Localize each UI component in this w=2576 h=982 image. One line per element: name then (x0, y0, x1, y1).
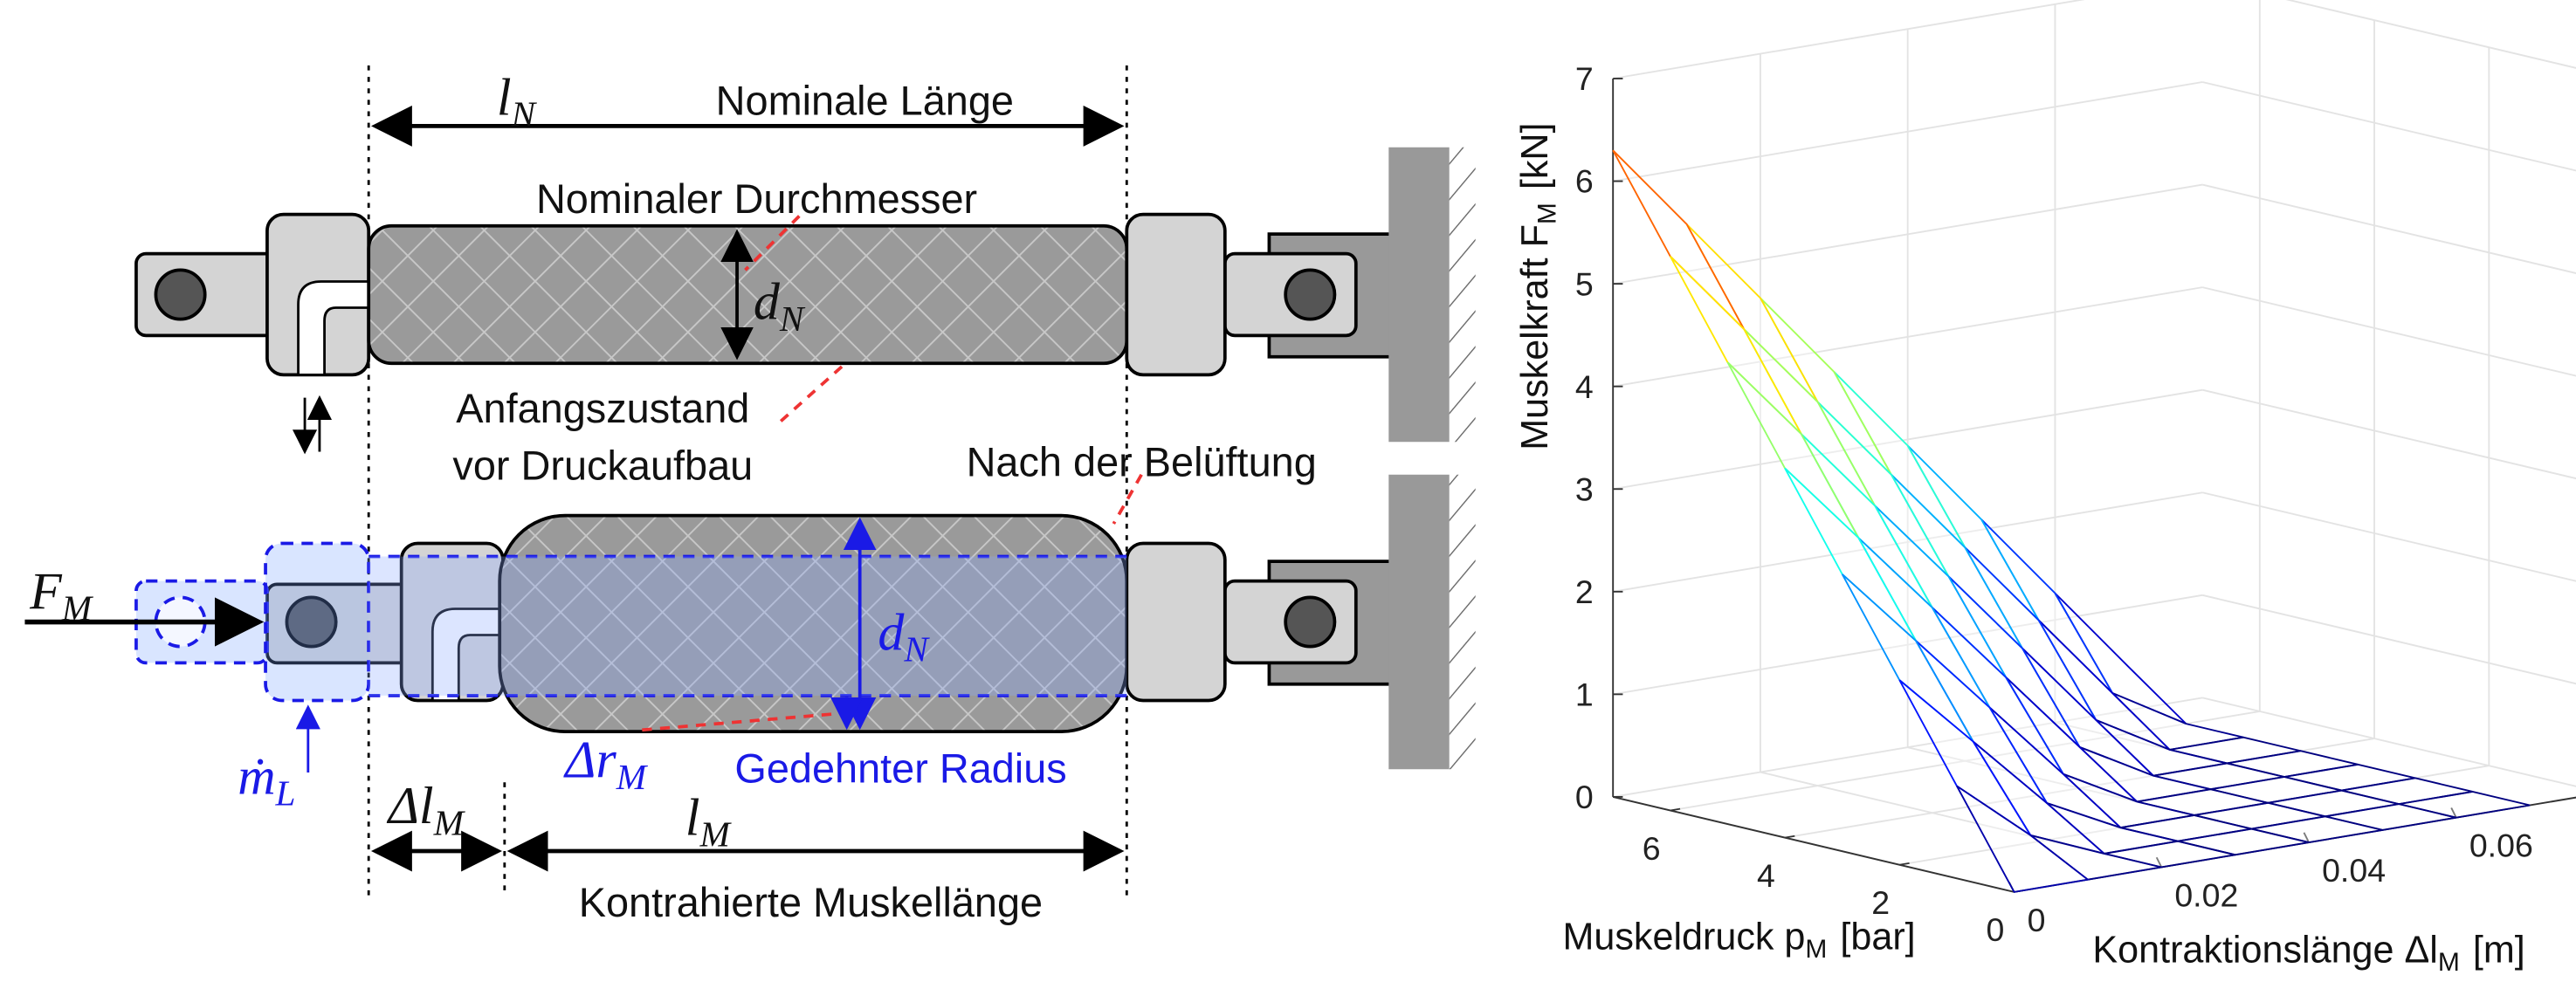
label-sub: M (1533, 203, 1562, 224)
label-unit: [m] (2473, 930, 2525, 972)
nominal-length-symbol: lN (497, 68, 538, 134)
contraction-symbol: ΔlM (387, 777, 466, 842)
symbol-main: l (497, 68, 512, 126)
symbol-main: Δr (563, 731, 616, 789)
symbol-sub: N (779, 299, 806, 339)
after-venting-label: Nach der Belüftung (967, 440, 1317, 485)
label-text: Muskeldruck p (1562, 917, 1805, 958)
z-tick-label: 1 (1575, 676, 1594, 713)
symbol-sub: M (616, 757, 649, 797)
label-text: Kontraktionslänge Δl (2092, 930, 2437, 972)
grid-line (2202, 185, 2576, 280)
x-tick-label: 0.04 (2322, 852, 2386, 889)
y-tick-label: 0 (1986, 911, 2004, 948)
z-tick-label: 0 (1575, 779, 1594, 815)
symbol-sub: M (699, 814, 732, 854)
z-tick-label: 3 (1575, 470, 1594, 507)
nominal-length-label: Nominale Länge (716, 78, 1014, 123)
nominal-diameter-label: Nominaler Durchmesser (536, 176, 977, 222)
x-axis-label: Kontraktionslänge ΔlM [m] (2092, 930, 2524, 977)
symbol-main: F (29, 563, 63, 621)
y-tick-label: 4 (1757, 857, 1775, 894)
symbol-sub: N (511, 93, 538, 134)
z-tick-label: 4 (1575, 368, 1594, 405)
contracted-length-label: Kontrahierte Muskellänge (579, 880, 1043, 925)
grid-line (2202, 390, 2576, 485)
grid-line (2202, 595, 2576, 690)
grid-line (2202, 287, 2576, 382)
grid-line (2202, 0, 2576, 74)
x-tick-label: 0.02 (2174, 876, 2238, 913)
y-axis-label: Muskeldruck pM [bar] (1562, 917, 1915, 964)
mesh (1613, 150, 2530, 892)
label-text: Muskelkraft F (1514, 224, 1556, 450)
symbol-main: d (754, 273, 781, 331)
muscle-diagram: lN Nominale Länge Nominaler Durchmesser … (24, 65, 1475, 925)
mass-flow-symbol: ṁL (238, 747, 295, 813)
grid-line (2202, 492, 2576, 587)
symbol-sub: M (433, 802, 466, 842)
figure: lN Nominale Länge Nominaler Durchmesser … (0, 0, 2576, 982)
y-axis (1613, 797, 2014, 892)
z-tick-label: 2 (1575, 573, 1594, 610)
z-tick-label: 6 (1575, 163, 1594, 200)
label-sub: M (1805, 935, 1827, 964)
symbol-main: Δl (387, 777, 434, 834)
label-sub: M (2438, 948, 2460, 977)
x-tick-label: 0 (2028, 902, 2046, 938)
surface-chart: Muskelkraft FM[kN] Muskeldruck pM[bar] K… (1514, 0, 2576, 977)
symbol-sub: M (61, 588, 94, 628)
y-tick-label: 6 (1643, 830, 1661, 867)
z-tick-label: 7 (1575, 60, 1594, 97)
page: {"diagram":{ "nominal_length":{"symbol":… (0, 0, 2576, 982)
symbol-main: ṁ (238, 747, 275, 805)
contracted-length-symbol: lM (685, 788, 733, 854)
z-tick-label: 5 (1575, 265, 1594, 302)
z-axis-label: Muskelkraft FM [kN] (1514, 122, 1561, 450)
radius-label: Gedehnter Radius (734, 745, 1066, 791)
label-unit: [bar] (1840, 917, 1915, 958)
symbol-main: d (878, 603, 905, 661)
radius-symbol: ΔrM (563, 731, 649, 797)
initial-state-line: vor Druckaufbau (452, 443, 753, 488)
grid-line (2202, 82, 2576, 177)
symbol-sub: L (275, 773, 296, 814)
y-tick-label: 2 (1871, 884, 1890, 921)
x-tick-label: 0.06 (2469, 827, 2533, 864)
mesh-cell (1613, 150, 1744, 329)
symbol-main: l (685, 788, 700, 846)
label-unit: [kN] (1514, 122, 1556, 189)
force-symbol: FM (29, 563, 94, 628)
original-position (136, 544, 1126, 701)
initial-state-line: Anfangszustand (456, 386, 749, 431)
symbol-sub: N (903, 629, 930, 670)
